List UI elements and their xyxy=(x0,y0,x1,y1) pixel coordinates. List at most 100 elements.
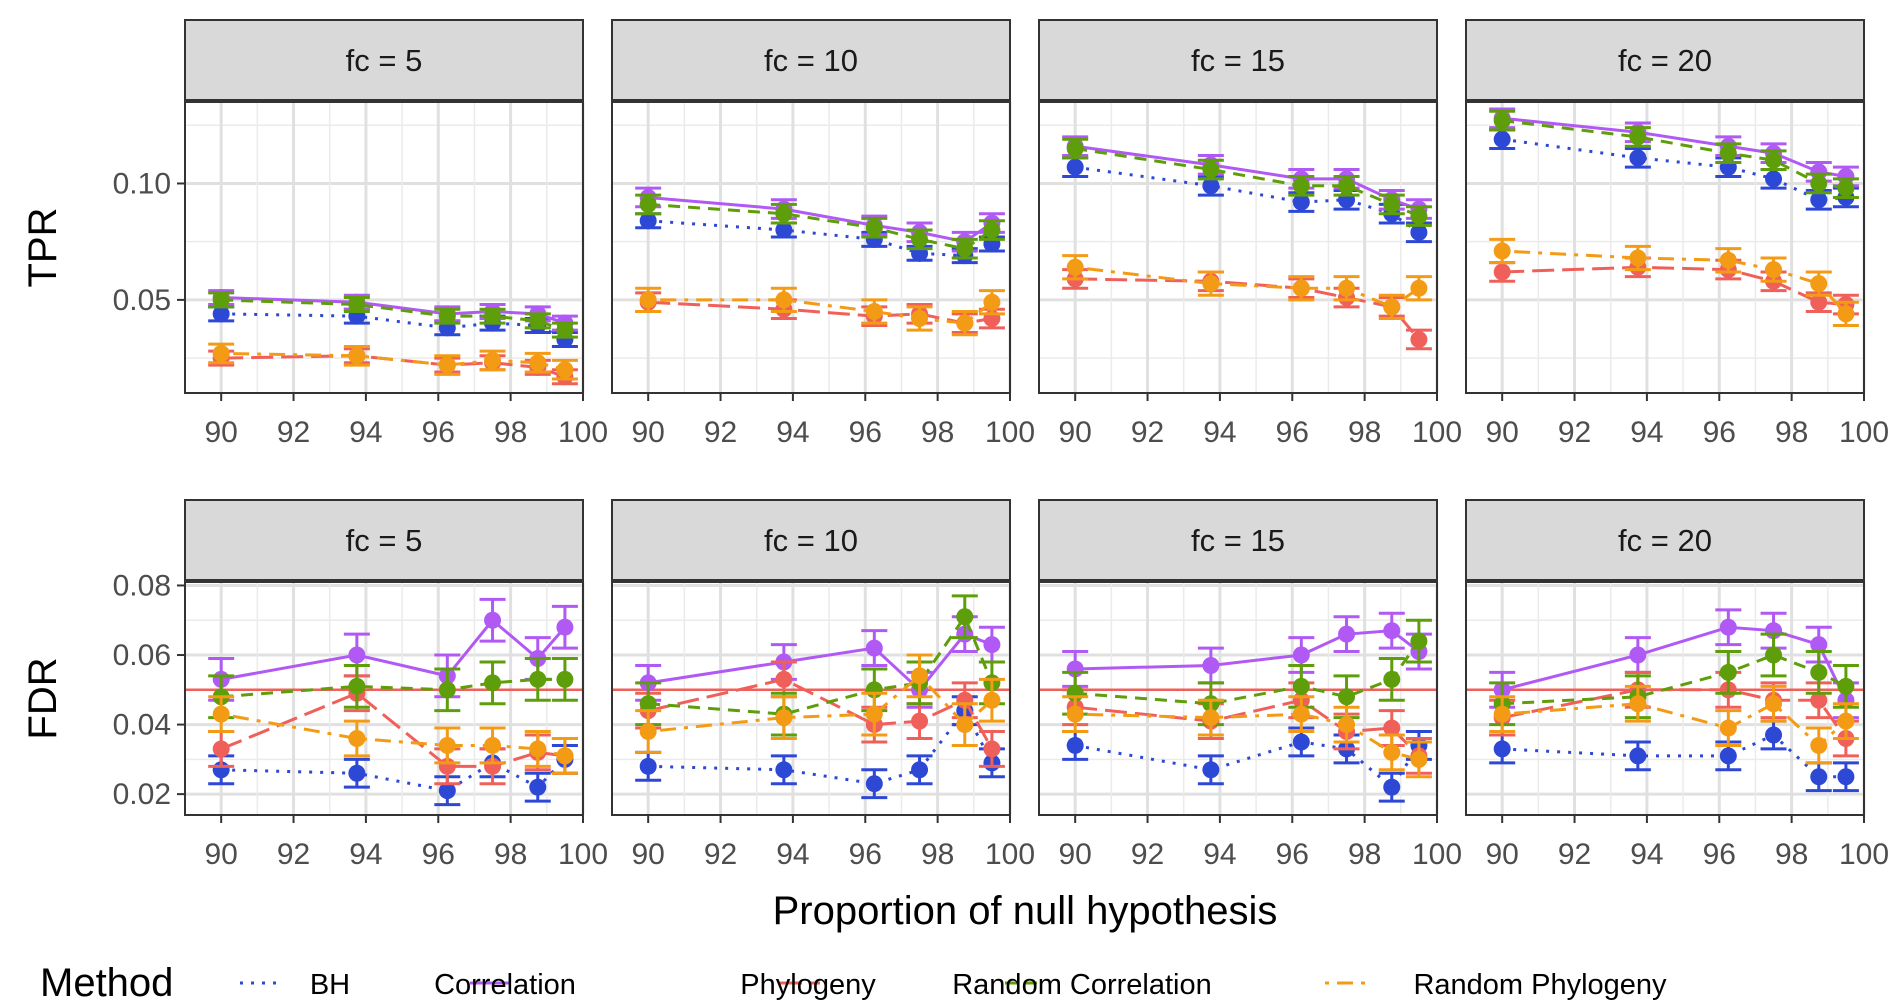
x-tick-label: 90 xyxy=(631,416,664,449)
data-point xyxy=(775,221,793,239)
data-point xyxy=(1837,677,1855,695)
data-point xyxy=(1719,719,1737,737)
data-point xyxy=(1410,632,1428,650)
y-tick-label: 0.02 xyxy=(113,778,171,811)
x-tick-label: 98 xyxy=(1775,838,1808,871)
data-point xyxy=(639,757,657,775)
data-point xyxy=(556,321,574,339)
legend-title: Method xyxy=(40,961,173,1005)
data-point xyxy=(1810,636,1828,654)
data-point xyxy=(1810,174,1828,192)
x-tick-label: 92 xyxy=(1558,838,1591,871)
data-point xyxy=(911,712,929,730)
data-point xyxy=(1765,646,1783,664)
x-tick-label: 96 xyxy=(422,838,455,871)
data-point xyxy=(556,670,574,688)
panel xyxy=(1465,19,1866,394)
data-point xyxy=(983,740,1001,758)
data-point xyxy=(775,761,793,779)
data-point xyxy=(1066,736,1084,754)
x-tick-label: 96 xyxy=(1703,838,1736,871)
x-tick-label: 100 xyxy=(985,838,1035,871)
data-point xyxy=(1765,261,1783,279)
data-point xyxy=(1837,305,1855,323)
data-point xyxy=(1719,251,1737,269)
data-point xyxy=(1383,778,1401,796)
facet-strip xyxy=(1465,499,1865,581)
series-line-phylogeny xyxy=(647,677,994,750)
data-point xyxy=(556,618,574,636)
panel xyxy=(1465,499,1866,816)
panel-background xyxy=(185,582,583,815)
panel xyxy=(611,19,1012,394)
data-point xyxy=(348,764,366,782)
series-line-random-correlation xyxy=(648,613,994,716)
data-point xyxy=(1292,279,1310,297)
data-point xyxy=(1338,716,1356,734)
x-tick-label: 94 xyxy=(776,416,809,449)
legend-entry: Phylogeny xyxy=(740,969,876,1001)
data-point xyxy=(639,695,657,713)
x-tick-label: 96 xyxy=(1703,416,1736,449)
data-point xyxy=(1629,747,1647,765)
x-tick-label: 92 xyxy=(1131,416,1164,449)
x-tick-label: 90 xyxy=(204,838,237,871)
data-point xyxy=(1410,279,1428,297)
data-point xyxy=(865,775,883,793)
y-tick-label: 0.08 xyxy=(113,569,171,602)
data-point xyxy=(438,356,456,374)
data-point xyxy=(1410,330,1428,348)
data-point xyxy=(529,354,547,372)
data-point xyxy=(1066,258,1084,276)
data-point xyxy=(484,736,502,754)
data-point xyxy=(348,347,366,365)
facet-strip-label: fc = 5 xyxy=(346,43,423,78)
x-tick-label: 100 xyxy=(1412,838,1462,871)
series-line-phylogeny xyxy=(1502,265,1847,307)
x-tick-label: 92 xyxy=(704,416,737,449)
panel-border xyxy=(611,101,1011,394)
series-line-bh xyxy=(221,758,566,793)
panel-border xyxy=(184,101,584,394)
data-point xyxy=(1493,705,1511,723)
x-tick-label: 90 xyxy=(1485,416,1518,449)
data-point xyxy=(639,723,657,741)
data-point xyxy=(956,608,974,626)
data-point xyxy=(348,646,366,664)
x-tick-label: 92 xyxy=(1131,838,1164,871)
data-point xyxy=(438,307,456,325)
panel-border xyxy=(1038,581,1438,816)
y-tick-label: 0.06 xyxy=(113,639,171,672)
data-point xyxy=(1719,663,1737,681)
data-point xyxy=(956,314,974,332)
data-point xyxy=(1202,656,1220,674)
data-point xyxy=(1837,768,1855,786)
data-point xyxy=(1765,726,1783,744)
x-tick-label: 100 xyxy=(1839,838,1889,871)
data-point xyxy=(529,778,547,796)
data-point xyxy=(1338,177,1356,195)
data-point xyxy=(1202,709,1220,727)
panel xyxy=(1038,499,1439,816)
facet-strip-label: fc = 15 xyxy=(1191,43,1285,78)
facet-strip xyxy=(1038,499,1438,581)
data-point xyxy=(1338,625,1356,643)
series-line-phylogeny xyxy=(648,300,993,325)
data-point xyxy=(212,291,230,309)
facet-strip-label: fc = 5 xyxy=(346,523,423,558)
data-point xyxy=(1383,622,1401,640)
data-point xyxy=(639,212,657,230)
data-point xyxy=(348,296,366,314)
data-point xyxy=(1292,177,1310,195)
data-point xyxy=(639,291,657,309)
facet-strip-label: fc = 20 xyxy=(1618,523,1712,558)
data-point xyxy=(1410,750,1428,768)
data-point xyxy=(1338,688,1356,706)
data-point xyxy=(1383,670,1401,688)
data-point xyxy=(1493,242,1511,260)
x-tick-label: 92 xyxy=(277,416,310,449)
data-point xyxy=(1066,705,1084,723)
data-point xyxy=(1810,736,1828,754)
panel-background xyxy=(612,102,1010,393)
x-tick-label: 92 xyxy=(277,838,310,871)
